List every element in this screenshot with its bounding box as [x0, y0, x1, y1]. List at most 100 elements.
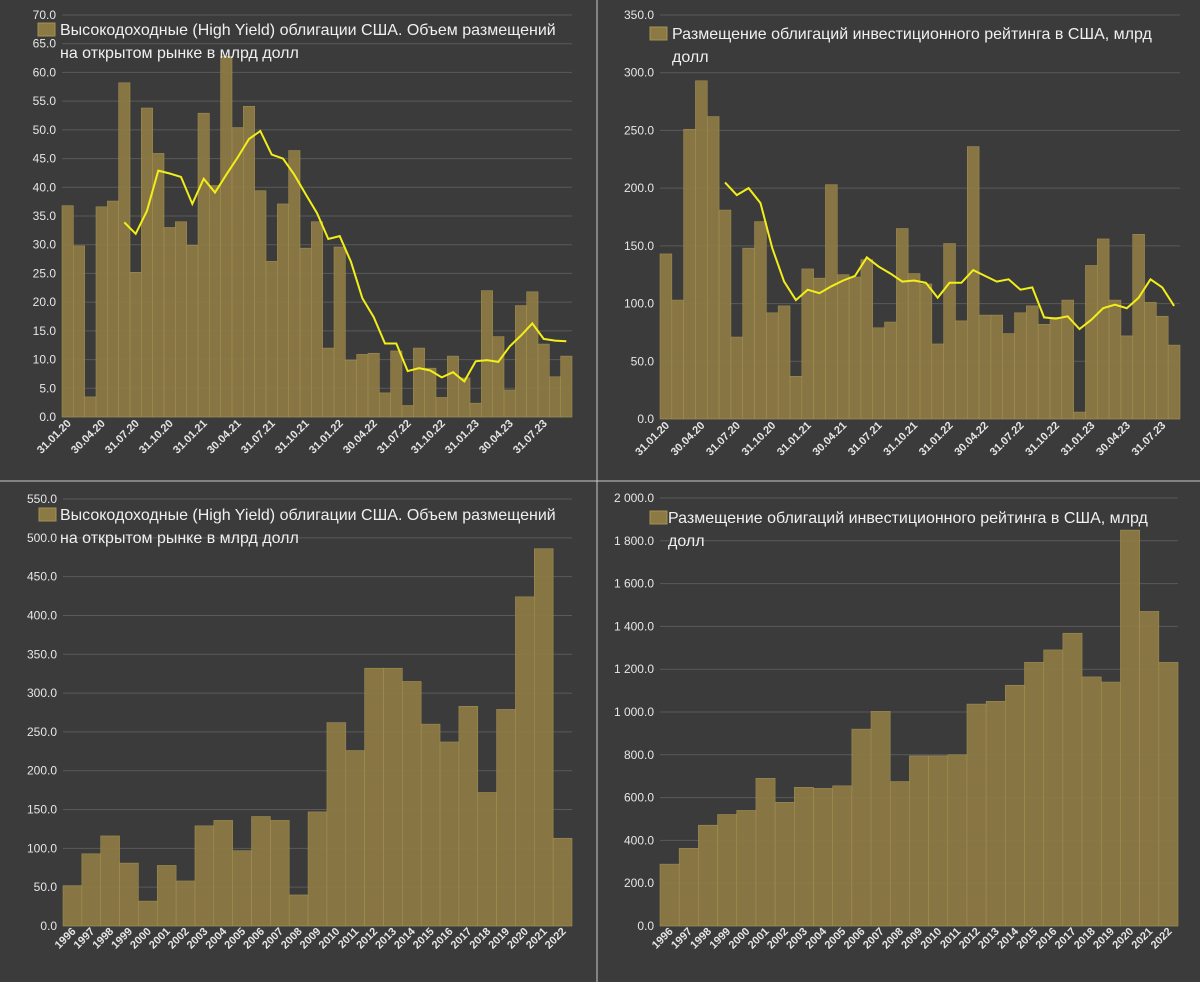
bar — [481, 290, 493, 418]
bar — [413, 347, 425, 418]
bar — [717, 814, 738, 927]
bar — [966, 703, 987, 927]
x-tick-label: 31.10.22 — [409, 418, 448, 457]
bar — [156, 865, 177, 927]
bar — [851, 728, 872, 927]
x-tick-label: 2003 — [784, 926, 810, 952]
y-tick-label: 300.0 — [27, 686, 57, 700]
y-tick-label: 100.0 — [27, 841, 57, 855]
x-tick-label: 2019 — [1091, 926, 1117, 952]
bar — [383, 667, 403, 927]
legend-entry: Высокодоходные (High Yield) облигации СШ… — [60, 507, 556, 547]
chart-hy-monthly: 0.0 5.0 10.0 15.0 20.0 25.0 30.0 35.0 40.0 45.0 50… — [33, 8, 573, 457]
bar — [777, 305, 791, 420]
x-tick-label: 2005 — [823, 926, 849, 952]
y-tick-label: 350.0 — [27, 647, 57, 661]
bar — [458, 705, 479, 927]
x-tick-label: 31.07.21 — [239, 418, 278, 457]
bar — [813, 788, 833, 927]
bar — [515, 596, 535, 927]
bar — [907, 273, 921, 420]
bar — [277, 203, 289, 418]
bar — [1037, 324, 1051, 420]
x-tick-label: 2007 — [861, 926, 887, 952]
bar — [322, 347, 335, 418]
bar — [754, 221, 767, 420]
bar — [789, 375, 803, 420]
y-tick-label: 35.0 — [33, 209, 57, 223]
x-tick-label: 30.04.21 — [811, 420, 850, 459]
x-tick-label: 31.07.22 — [988, 420, 1027, 459]
bar — [870, 711, 891, 927]
bar — [209, 185, 221, 418]
bar — [118, 82, 131, 418]
bar — [152, 153, 165, 418]
x-tick-label: 31.10.20 — [137, 418, 176, 457]
bar — [678, 848, 699, 927]
bar — [402, 681, 422, 927]
bar — [420, 723, 441, 927]
bar — [1073, 411, 1086, 420]
bar — [1132, 234, 1145, 420]
y-tick-label: 45.0 — [33, 152, 57, 166]
bar — [1026, 305, 1039, 420]
bar — [186, 244, 199, 418]
chart-ig-monthly: 0.0 50.0 100.0 150.0 200.0 250.0 300.0 350.0 31.… — [624, 8, 1181, 459]
x-tick-label: 31.10.21 — [881, 420, 920, 459]
y-tick-label: 30.0 — [33, 238, 57, 252]
y-tick-label: 25.0 — [33, 266, 57, 280]
bar — [345, 359, 357, 418]
bar — [549, 376, 561, 418]
bar — [872, 327, 885, 420]
bar — [928, 755, 949, 927]
bar — [496, 709, 516, 927]
bar — [1144, 302, 1157, 420]
bar — [254, 190, 267, 418]
bar — [73, 245, 85, 418]
bar — [447, 355, 459, 418]
y-tick-label: 50.0 — [34, 880, 58, 894]
y-tick-label: 600.0 — [624, 791, 654, 805]
x-tick-label: 2015 — [1014, 926, 1040, 952]
y-tick-label: 800.0 — [624, 748, 654, 762]
y-tick-label: 2 000.0 — [614, 491, 654, 505]
x-tick-label: 31.10.20 — [740, 420, 779, 459]
bar — [931, 343, 944, 420]
legend-swatch — [649, 26, 668, 41]
y-tick-label: 65.0 — [33, 37, 57, 51]
bar — [1085, 265, 1098, 420]
bar — [220, 56, 233, 418]
x-tick-label: 2021 — [1130, 926, 1156, 952]
bar — [213, 820, 233, 927]
x-tick-label: 2013 — [976, 926, 1002, 952]
y-tick-label: 50.0 — [631, 354, 655, 368]
bar — [755, 778, 776, 927]
bar — [345, 750, 365, 927]
bar — [1043, 649, 1064, 927]
x-tick-label: 30.04.20 — [669, 420, 708, 459]
bar — [985, 700, 1006, 927]
chart-ig-annual: 0.0 200.0 400.0 600.0 800.0 1 000.0 1 200.0 1 4… — [614, 491, 1179, 952]
bar — [836, 274, 850, 420]
y-tick-label: 10.0 — [33, 353, 57, 367]
bar — [978, 314, 992, 420]
legend-entry: Размещение облигаций инвестиционного рей… — [672, 26, 1152, 66]
bar — [477, 792, 497, 927]
bar — [95, 206, 108, 418]
bar — [231, 127, 244, 418]
x-tick-label: 1999 — [707, 926, 733, 952]
x-tick-label: 2018 — [1072, 926, 1098, 952]
bar — [175, 880, 196, 927]
legend-entry: Размещение облигаций инвестиционного рей… — [668, 510, 1148, 550]
x-tick-label: 30.04.23 — [477, 418, 516, 457]
bar — [62, 885, 83, 927]
y-tick-label: 0.0 — [637, 919, 654, 933]
y-tick-label: 5.0 — [39, 381, 56, 395]
y-tick-label: 70.0 — [33, 8, 57, 22]
y-tick-label: 250.0 — [27, 725, 57, 739]
bar — [718, 209, 732, 420]
x-tick-label: 31.07.20 — [103, 418, 142, 457]
bar — [1100, 681, 1121, 927]
bar — [659, 863, 680, 927]
bar — [1139, 611, 1160, 927]
